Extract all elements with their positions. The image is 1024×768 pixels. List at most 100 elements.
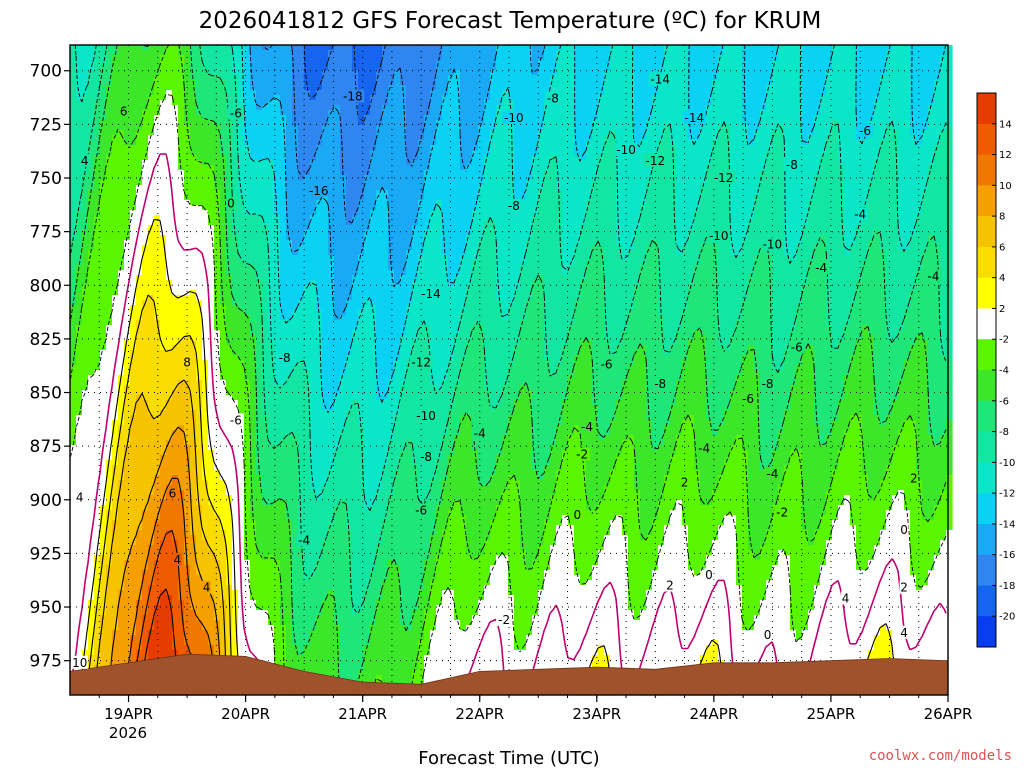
field-cell [82, 535, 89, 541]
field-cell [142, 110, 149, 116]
field-cell [214, 260, 221, 266]
field-cell [130, 85, 137, 91]
field-cell [208, 95, 215, 101]
field-cell [178, 330, 185, 336]
field-cell [148, 340, 155, 346]
field-cell [112, 170, 119, 176]
field-cell [106, 135, 113, 141]
field-cell [196, 340, 203, 346]
field-cell [100, 285, 107, 291]
field-cell [118, 170, 125, 176]
field-cell [118, 655, 125, 661]
field-cell [100, 320, 107, 326]
field-cell [136, 300, 143, 306]
field-cell [106, 480, 113, 486]
field-cell [160, 75, 167, 81]
field-cell [136, 180, 143, 186]
field-cell [82, 245, 89, 251]
field-cell [178, 645, 185, 651]
field-cell [172, 505, 179, 511]
field-cell [160, 370, 167, 376]
field-cell [190, 165, 197, 171]
field-cell [214, 65, 221, 71]
field-cell [172, 270, 179, 276]
field-cell [124, 200, 131, 206]
field-cell [166, 335, 173, 341]
field-cell [112, 455, 119, 461]
field-cell [238, 310, 245, 316]
field-cell [220, 550, 227, 556]
field-cell [130, 575, 137, 581]
field-cell [232, 505, 239, 511]
field-cell [136, 45, 143, 51]
field-cell [118, 90, 125, 96]
field-cell [184, 150, 191, 156]
field-cell [172, 250, 179, 256]
field-cell [88, 215, 95, 221]
field-cell [196, 320, 203, 326]
field-cell [214, 245, 221, 251]
field-cell [172, 635, 179, 641]
field-cell [172, 435, 179, 441]
field-cell [136, 510, 143, 516]
field-cell [112, 315, 119, 321]
field-cell [88, 315, 95, 321]
field-cell [112, 250, 119, 256]
field-cell [70, 580, 77, 586]
field-cell [190, 160, 197, 166]
field-cell [202, 155, 209, 161]
field-cell [76, 110, 83, 116]
field-cell [178, 235, 185, 241]
field-cell [136, 405, 143, 411]
field-cell [148, 505, 155, 511]
field-cell [160, 200, 167, 206]
field-cell [100, 155, 107, 161]
field-cell [244, 565, 251, 571]
field-cell [148, 450, 155, 456]
field-cell [226, 285, 233, 291]
field-cell [214, 110, 221, 116]
field-cell [244, 330, 251, 336]
field-cell [130, 115, 137, 121]
field-cell [148, 355, 155, 361]
field-cell [160, 575, 167, 581]
field-cell [208, 520, 215, 526]
field-cell [238, 640, 245, 646]
field-cell [136, 535, 143, 541]
field-cell [190, 65, 197, 71]
field-cell [118, 145, 125, 151]
field-cell [118, 220, 125, 226]
field-cell [88, 270, 95, 276]
field-cell [190, 640, 197, 646]
field-cell [154, 540, 161, 546]
field-cell [238, 130, 245, 136]
field-cell [124, 145, 131, 151]
field-cell [118, 580, 125, 586]
field-cell [220, 585, 227, 591]
field-cell [232, 430, 239, 436]
field-cell [112, 180, 119, 186]
field-cell [214, 370, 221, 376]
field-cell [214, 485, 221, 491]
field-cell [88, 265, 95, 271]
field-cell [124, 95, 131, 101]
field-cell [124, 630, 131, 636]
field-cell [214, 455, 221, 461]
field-cell [244, 225, 251, 231]
field-cell [118, 470, 125, 476]
field-cell [172, 165, 179, 171]
field-cell [220, 95, 227, 101]
field-cell [70, 180, 77, 186]
field-cell [106, 615, 113, 621]
field-cell [208, 555, 215, 561]
field-cell [124, 595, 131, 601]
field-cell [130, 560, 137, 566]
field-cell [100, 275, 107, 281]
field-cell [82, 545, 89, 551]
field-cell [76, 375, 83, 381]
field-cell [112, 155, 119, 161]
field-cell [76, 285, 83, 291]
field-cell [166, 95, 173, 101]
field-cell [70, 145, 77, 151]
field-cell [190, 465, 197, 471]
